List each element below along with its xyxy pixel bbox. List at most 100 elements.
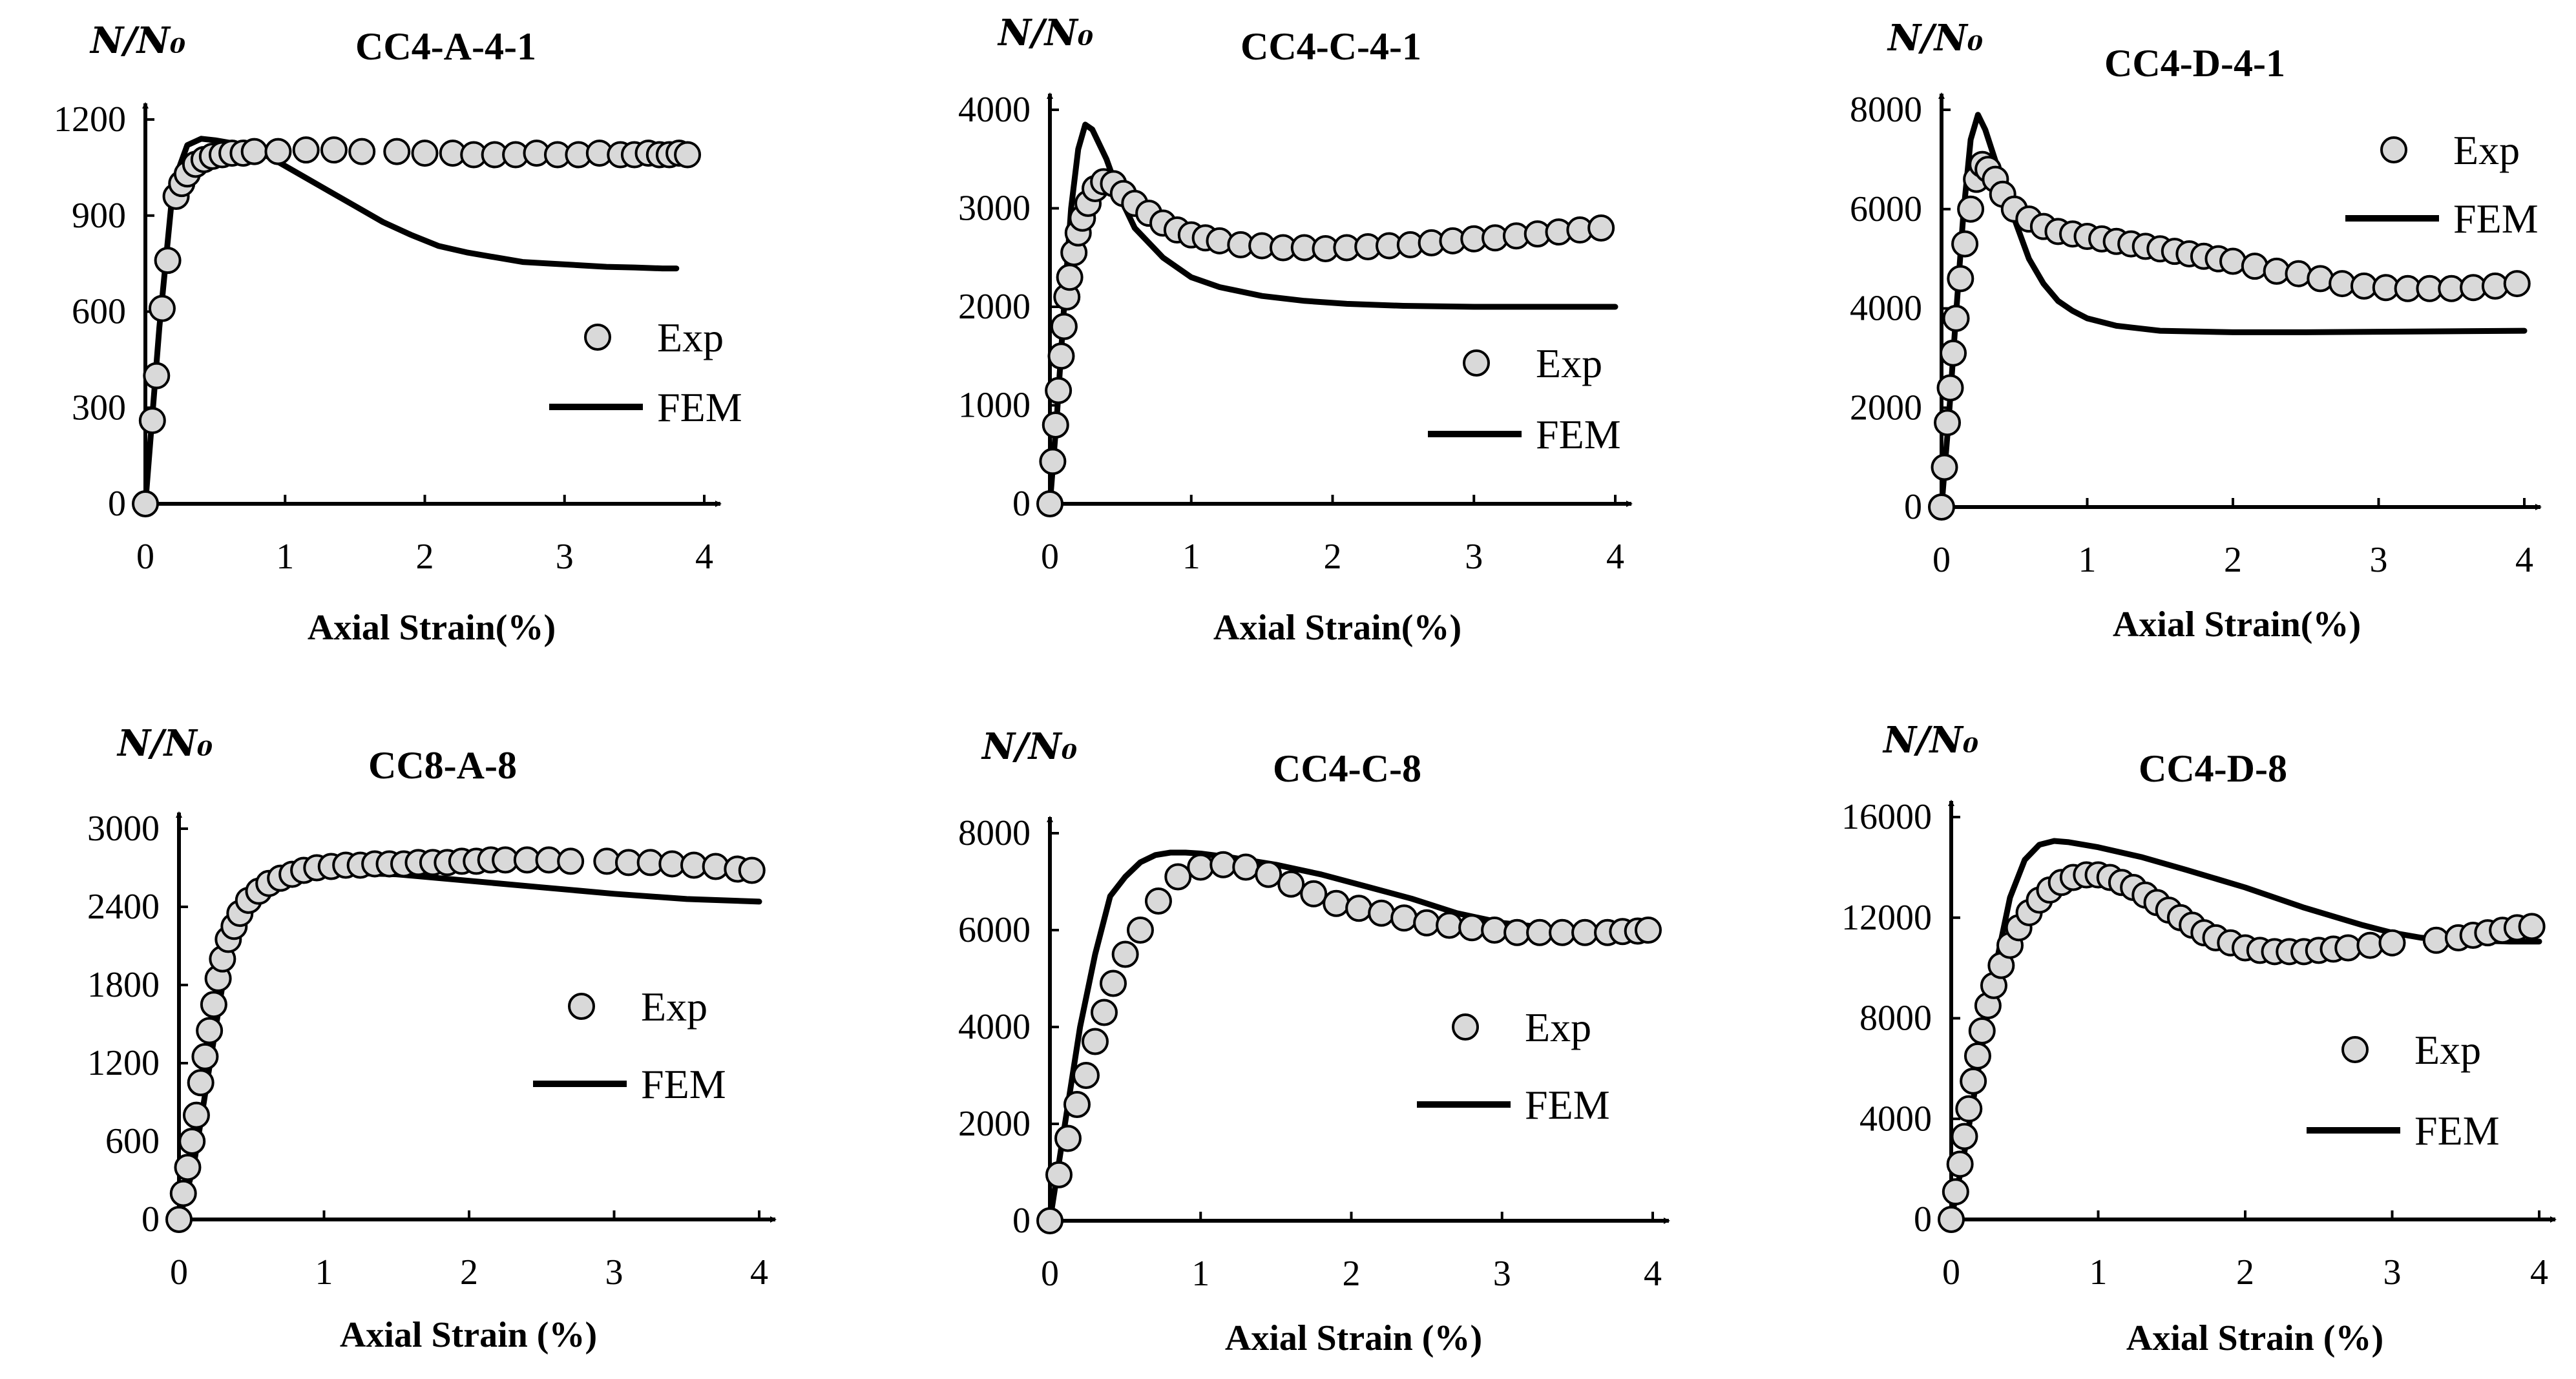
- exp-data-point: [148, 295, 176, 322]
- x-axis-label: Axial Strain (%): [340, 1315, 597, 1355]
- y-tick-label: 0: [1012, 1201, 1031, 1241]
- exp-data-point: [154, 247, 182, 275]
- exp-data-point: [191, 1042, 219, 1070]
- x-tick-label: 3: [2383, 1252, 2402, 1292]
- exp-data-point: [2307, 265, 2334, 293]
- exp-data-point: [1938, 1206, 1965, 1233]
- exp-data-point: [1931, 453, 1958, 481]
- x-tick-label: 1: [1191, 1254, 1209, 1294]
- legend-exp-marker: [2341, 1036, 2369, 1063]
- exp-data-point: [1277, 870, 1305, 898]
- exp-data-point: [1164, 863, 1192, 891]
- x-tick-label: 4: [750, 1252, 768, 1292]
- chart-title: CC4-A-4-1: [355, 25, 536, 68]
- fem-series-line: [176, 870, 762, 1223]
- y-tick-label: 1800: [87, 965, 160, 1005]
- legend-exp-label: Exp: [641, 984, 707, 1030]
- exp-data-point: [2241, 253, 2268, 280]
- exp-data-point: [2378, 929, 2406, 957]
- legend-exp-label: Exp: [1536, 340, 1602, 386]
- y-tick-label: 1200: [54, 99, 126, 140]
- y-tick-label: 4000: [1850, 289, 1922, 329]
- exp-data-point: [674, 141, 702, 169]
- exp-data-point: [1111, 940, 1139, 968]
- fem-series-line: [142, 136, 680, 507]
- y-tick-label: 4000: [958, 90, 1031, 130]
- exp-data-point: [1951, 1123, 1978, 1150]
- x-tick-label: 4: [695, 537, 713, 577]
- legend-fem-label: FEM: [2453, 196, 2539, 242]
- y-tick-label: 1000: [958, 386, 1031, 426]
- exp-data-point: [1323, 889, 1350, 917]
- exp-data-point: [1587, 214, 1615, 242]
- exp-data-point: [348, 138, 376, 165]
- exp-data-point: [1951, 230, 1979, 258]
- legend-fem-label: FEM: [657, 384, 742, 430]
- exp-data-point: [1436, 911, 1463, 939]
- x-tick-label: 2: [460, 1252, 478, 1292]
- exp-data-point: [1635, 917, 1662, 944]
- chart-panel-cc4-c-4-1: CC4-C-4-1 N/N₀ Axial Strain(%) 0 1 2 3 4 0 100…: [958, 12, 1633, 648]
- y-tick-label: 2000: [958, 287, 1031, 327]
- y-tick-label: 1200: [87, 1043, 160, 1083]
- y-tick-label: 0: [108, 484, 126, 524]
- y-axis-label: N/N₀: [116, 722, 213, 765]
- y-tick-label: 12000: [1841, 898, 1932, 938]
- legend-exp-marker: [1463, 349, 1490, 377]
- y-tick-label: 2400: [87, 887, 160, 927]
- x-axis-label: Axial Strain (%): [1225, 1318, 1482, 1358]
- y-tick-label: 8000: [1850, 90, 1922, 130]
- legend-exp-label: Exp: [2453, 127, 2520, 173]
- exp-data-point: [1081, 1028, 1109, 1055]
- y-tick-label: 0: [1914, 1199, 1932, 1239]
- legend-exp-marker: [568, 993, 595, 1020]
- exp-data-point: [1942, 1178, 1969, 1206]
- x-tick-label: 3: [2370, 540, 2388, 580]
- y-tick-label: 600: [72, 292, 126, 332]
- y-tick-label: 600: [105, 1121, 160, 1161]
- y-tick-label: 0: [1904, 487, 1922, 527]
- x-tick-label: 0: [170, 1252, 188, 1292]
- exp-data-point: [1047, 342, 1075, 370]
- exp-data-point: [200, 991, 227, 1019]
- exp-data-point: [1957, 195, 1985, 223]
- exp-data-point: [1413, 909, 1441, 937]
- exp-data-point: [2503, 270, 2531, 298]
- exp-data-point: [196, 1017, 224, 1044]
- x-tick-label: 0: [1041, 537, 1059, 577]
- exp-data-point: [1144, 887, 1172, 915]
- exp-data-point: [174, 1154, 202, 1181]
- exp-data-point: [1300, 880, 1328, 907]
- exp-data-point: [1036, 490, 1063, 517]
- chart-title: CC8-A-8: [368, 744, 517, 787]
- exp-data-point: [1039, 448, 1067, 475]
- exp-data-point: [1955, 1095, 1983, 1123]
- y-tick-label: 3000: [958, 189, 1031, 229]
- legend-fem-label: FEM: [1525, 1082, 1610, 1128]
- chart-panel-cc4-d-4-1: CC4-D-4-1 N/N₀ Axial Strain(%) 0 1 2 3 4 0 200…: [1850, 17, 2542, 645]
- exp-data-point: [292, 136, 320, 164]
- x-tick-label: 2: [2236, 1252, 2254, 1292]
- y-axis-label: N/N₀: [89, 19, 185, 62]
- exp-data-point: [1126, 917, 1154, 944]
- exp-data-point: [1934, 409, 1962, 437]
- exp-data-point: [1940, 339, 1967, 367]
- x-axis-label: Axial Strain (%): [2126, 1318, 2383, 1358]
- chart-title: CC4-C-4-1: [1241, 25, 1421, 68]
- exp-data-point: [1345, 895, 1373, 922]
- y-tick-label: 3000: [87, 809, 160, 849]
- y-tick-label: 8000: [958, 813, 1031, 853]
- exp-data-point: [1936, 374, 1964, 402]
- exp-data-point: [1368, 899, 1396, 927]
- exp-data-point: [1946, 1150, 1974, 1178]
- exp-data-point: [1050, 313, 1078, 340]
- chart-panel-cc8-a-8: CC8-A-8 N/N₀ Axial Strain (%) 0 1 2 3 4 0 600 1…: [87, 722, 777, 1355]
- x-axis-label: Axial Strain(%): [308, 608, 556, 648]
- exp-data-point: [2518, 913, 2546, 940]
- legend-exp-marker: [2380, 136, 2407, 163]
- legend-exp-label: Exp: [2414, 1027, 2481, 1073]
- exp-data-point: [2334, 934, 2362, 962]
- exp-data-point: [264, 138, 292, 165]
- y-tick-label: 8000: [1859, 999, 1932, 1039]
- x-axis-label: Axial Strain(%): [2113, 605, 2361, 645]
